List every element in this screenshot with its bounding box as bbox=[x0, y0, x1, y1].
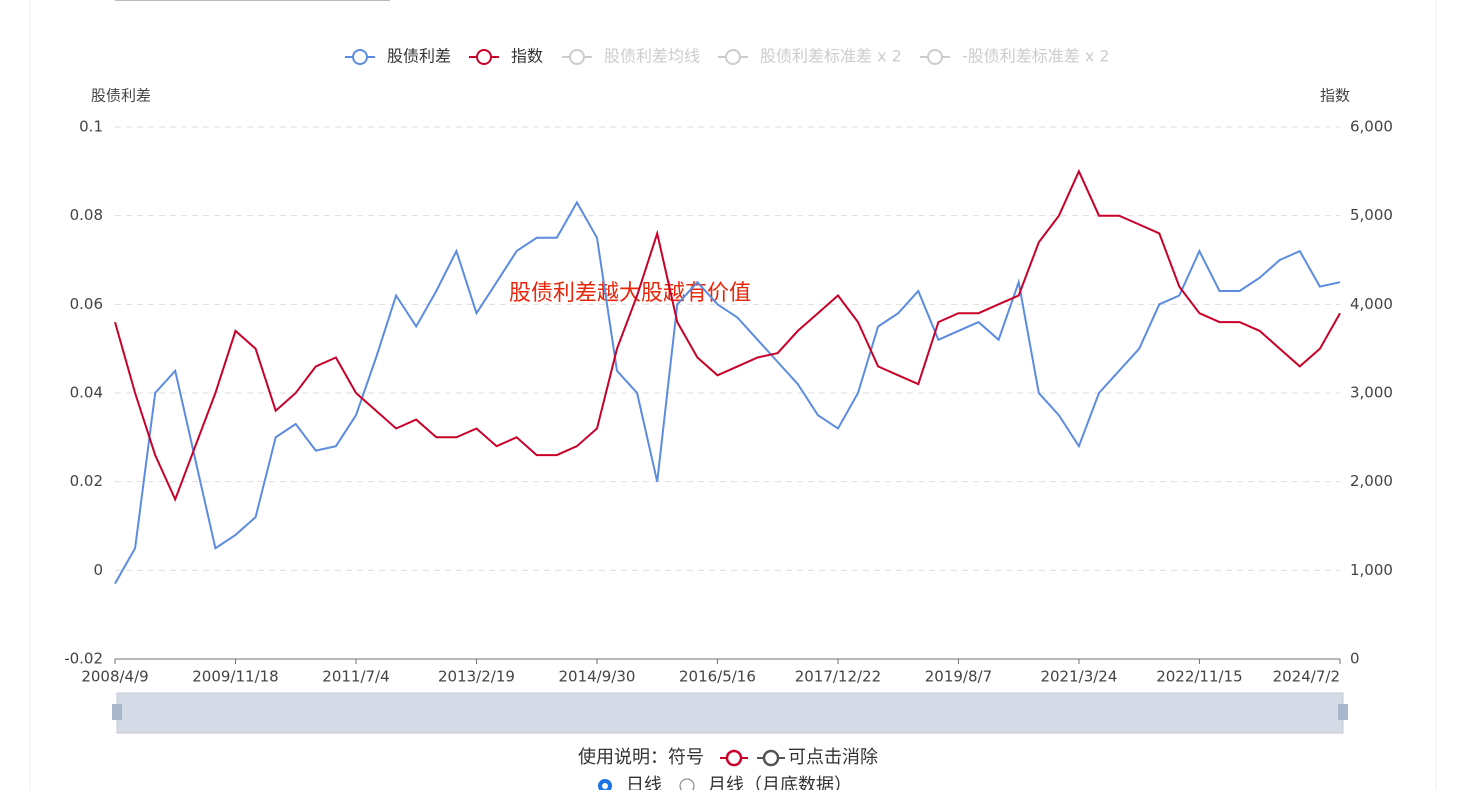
legend-label: 股债利差标准差 x 2 bbox=[760, 47, 902, 66]
legend-item[interactable]: 指数 bbox=[469, 47, 543, 66]
y2-axis-label: 指数 bbox=[1320, 87, 1350, 105]
series-line bbox=[114, 200, 1341, 585]
x-tick-label: 2013/2/19 bbox=[438, 668, 515, 686]
legend-icon bbox=[476, 49, 492, 65]
usage-text: 可点击消除 bbox=[788, 747, 878, 768]
y-tick-label: 0.08 bbox=[70, 206, 103, 224]
zoom-slider[interactable] bbox=[116, 692, 1344, 734]
y-tick-label: 0.06 bbox=[70, 295, 103, 313]
legend-item[interactable]: -股债利差标准差 x 2 bbox=[920, 47, 1110, 66]
legend-icon bbox=[352, 49, 368, 65]
legend-label: -股债利差标准差 x 2 bbox=[962, 47, 1110, 66]
y-tick-label: 0.1 bbox=[79, 118, 103, 136]
legend-item[interactable]: 股债利差标准差 x 2 bbox=[718, 47, 902, 66]
x-tick-label: 2016/5/16 bbox=[679, 668, 756, 686]
y-tick-label: 0.04 bbox=[70, 384, 103, 402]
annotation: 股债利差越大股越有价值 bbox=[509, 281, 751, 306]
y2-tick-label: 5,000 bbox=[1350, 206, 1393, 224]
x-tick-label: 2011/7/4 bbox=[322, 668, 389, 686]
legend-item[interactable]: 股债利差均线 bbox=[562, 47, 700, 66]
y-tick-label: -0.02 bbox=[64, 650, 103, 668]
x-tick-label: 2009/11/18 bbox=[192, 668, 278, 686]
legend-item[interactable]: 股债利差 bbox=[345, 47, 451, 66]
radio-label: 日线 bbox=[626, 775, 662, 790]
legend-label: 指数 bbox=[511, 47, 543, 66]
legend-icon bbox=[569, 49, 585, 65]
x-tick-label: 2017/12/22 bbox=[795, 668, 881, 686]
legend-label: 股债利差 bbox=[387, 47, 451, 66]
radio[interactable] bbox=[679, 778, 695, 794]
x-tick-label: 2022/11/15 bbox=[1156, 668, 1242, 686]
series-line bbox=[114, 168, 1341, 503]
legend-icon bbox=[927, 49, 943, 65]
y-axis-label: 股债利差 bbox=[91, 87, 151, 105]
legend-label: 股债利差均线 bbox=[604, 47, 700, 66]
zoom-handle[interactable] bbox=[112, 704, 122, 720]
x-tick-label: 2008/4/9 bbox=[81, 668, 148, 686]
x-tick-label: 2019/8/7 bbox=[925, 668, 992, 686]
y2-tick-label: 2,000 bbox=[1350, 472, 1393, 490]
radio-dot bbox=[602, 783, 608, 789]
usage-text: 使用说明：符号 bbox=[578, 747, 704, 768]
x-tick-label: 2024/7/2 bbox=[1273, 668, 1340, 686]
y2-tick-label: 1,000 bbox=[1350, 561, 1393, 579]
usage-icon bbox=[762, 749, 780, 767]
y2-tick-label: 0 bbox=[1350, 650, 1360, 668]
radio-label: 月线（月底数据） bbox=[708, 775, 852, 790]
x-tick-label: 2014/9/30 bbox=[559, 668, 636, 686]
usage-icon bbox=[725, 749, 743, 767]
y-tick-label: 0.02 bbox=[70, 472, 103, 490]
zoom-handle[interactable] bbox=[1338, 704, 1348, 720]
x-tick-label: 2021/3/24 bbox=[1040, 668, 1117, 686]
y2-tick-label: 6,000 bbox=[1350, 118, 1393, 136]
y2-tick-label: 4,000 bbox=[1350, 295, 1393, 313]
y2-tick-label: 3,000 bbox=[1350, 384, 1393, 402]
legend-icon bbox=[725, 49, 741, 65]
y-tick-label: 0 bbox=[93, 561, 103, 579]
